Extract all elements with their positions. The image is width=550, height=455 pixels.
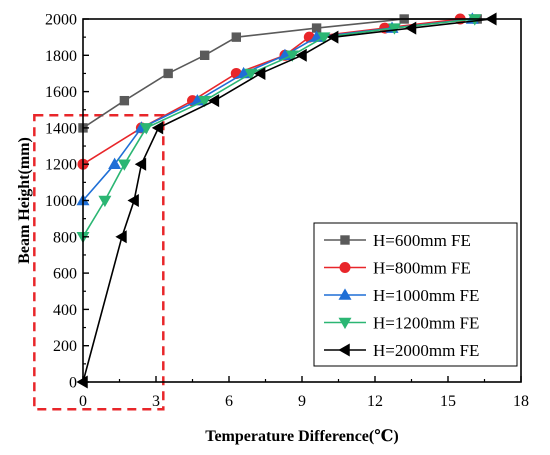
y-tick-label: 1000 [45,193,77,210]
data-point [327,30,339,44]
series-4 [76,14,482,244]
data-point [387,23,401,35]
y-tick-label: 400 [53,302,77,319]
series-line [82,18,478,129]
y-axis-title: Beam Height(mm) [16,137,33,264]
y-tick-label: 1400 [45,120,77,137]
highlight-box-layer [33,113,165,411]
series-line [82,18,473,202]
data-point [338,317,352,330]
legend-item: H=2000mm FE [324,341,479,360]
data-point [127,194,139,207]
series-1 [78,14,482,133]
data-point [244,68,258,81]
data-point [163,68,173,79]
x-tick-label: 18 [513,393,529,410]
legend-label: H=600mm FE [373,231,471,250]
data-point [151,121,164,135]
x-ticks: 0 3 6 9 12 15 18 [79,376,529,410]
y-tick-label: 1200 [45,157,77,174]
legend-label: H=2000mm FE [373,341,479,360]
series-line [82,18,475,238]
y-tick-label: 1800 [45,48,77,65]
x-tick-label: 15 [440,393,456,410]
series-3 [76,12,479,206]
x-axis-title: Temperature Difference(℃) [205,428,398,445]
data-point [98,195,112,208]
data-point [254,66,266,80]
data-point [139,123,153,135]
data-point [339,261,351,273]
data-point [295,48,307,62]
data-point [285,50,299,62]
y-tick-label: 1600 [45,84,77,101]
legend-label: H=800mm FE [373,259,471,278]
y-tick-label: 800 [53,229,77,246]
legend-item: H=1200mm FE [324,314,479,333]
highlight-box [33,113,165,411]
data-point [207,94,220,108]
data-point [117,159,131,171]
data-point [134,157,147,171]
y-tick-label: 200 [53,338,77,355]
data-point [198,95,212,108]
data-point [199,50,210,61]
x-tick-label: 3 [152,393,160,410]
legend-label: H=1200mm FE [373,314,479,333]
y-ticks: 0 200 400 600 800 1000 1200 1400 1600 1800 2000 [45,12,89,392]
data-point [108,157,122,169]
data-point [338,343,350,357]
data-point [340,235,350,245]
legend-item: H=600mm FE [324,231,471,250]
x-tick-label: 6 [225,393,233,410]
y-tick-label: 2000 [45,12,77,29]
data-point [404,21,417,35]
data-point [119,95,130,106]
legend-item: H=1000mm FE [324,286,479,305]
legend: H=600mm FE H=800mm FE H=1000mm FE H=1200mm … [313,222,518,367]
data-point [338,288,352,300]
x-tick-label: 0 [79,393,87,410]
legend-item: H=800mm FE [324,259,471,278]
y-tick-label: 600 [53,266,77,283]
data-point [231,32,242,42]
data-point [317,32,331,44]
y-tick-label: 0 [69,375,77,392]
x-tick-label: 9 [298,393,306,410]
data-point [115,230,127,244]
legend-label: H=1000mm FE [373,286,479,305]
x-tick-label: 12 [367,393,383,410]
